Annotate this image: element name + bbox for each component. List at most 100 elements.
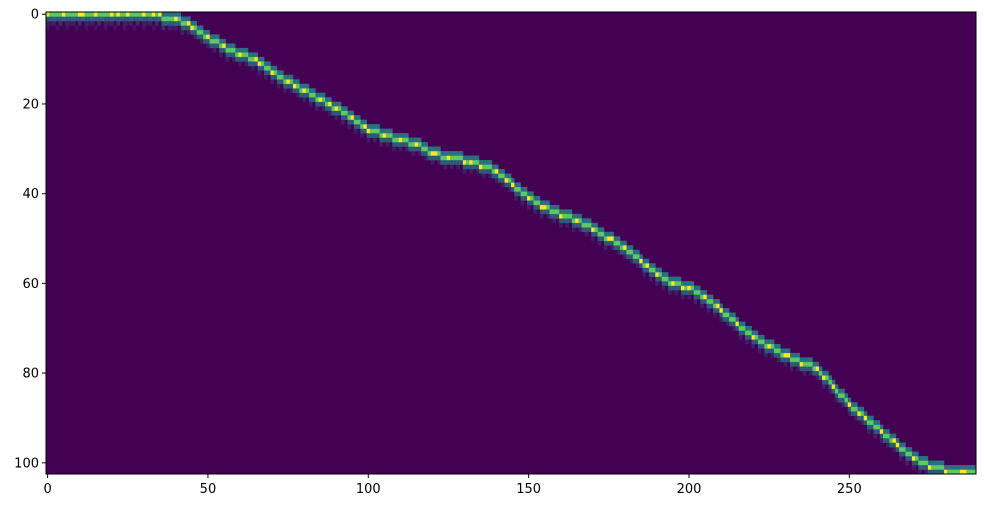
heatmap-peak-cell — [530, 195, 534, 201]
heatmap-spread-cell — [559, 222, 563, 228]
heatmap-peak-cell — [360, 124, 364, 129]
heatmap-spread-cell — [706, 308, 711, 313]
heatmap-neighbor-cell — [735, 317, 739, 322]
heatmap-neighbor-cell — [543, 200, 547, 206]
heatmap-peak-cell — [52, 12, 56, 17]
heatmap-peak-cell — [222, 43, 226, 49]
heatmap-neighbor-cell — [135, 16, 140, 22]
heatmap-peak-cell — [87, 12, 92, 17]
heatmap-peak-cell — [312, 92, 316, 98]
heatmap-spread-cell — [193, 34, 198, 40]
heatmap-spread-cell — [456, 164, 460, 170]
heatmap-spread-cell — [475, 168, 480, 174]
heatmap-peak-cell — [950, 469, 954, 475]
heatmap-peak-cell — [78, 12, 82, 17]
heatmap-neighbor-cell — [501, 177, 505, 183]
heatmap-peak-cell — [395, 137, 400, 143]
heatmap-neighbor-cell — [652, 263, 656, 268]
heatmap-peak-cell — [341, 110, 345, 116]
heatmap-neighbor-cell — [276, 79, 281, 85]
heatmap-spread-cell — [610, 245, 614, 251]
heatmap-neighbor-cell — [212, 34, 217, 40]
heatmap-peak-cell — [883, 433, 887, 439]
heatmap-neighbor-cell — [931, 469, 935, 475]
heatmap-neighbor-cell — [328, 106, 332, 111]
heatmap-spread-cell — [482, 173, 486, 179]
heatmap-spread-cell — [321, 106, 326, 111]
heatmap-neighbor-cell — [568, 209, 573, 215]
heatmap-peak-cell — [401, 137, 406, 143]
heatmap-spread-cell — [187, 29, 191, 35]
heatmap-peak-cell — [915, 456, 919, 461]
heatmap-neighbor-cell — [834, 393, 839, 399]
heatmap-neighbor-cell — [450, 160, 454, 165]
heatmap-neighbor-cell — [927, 460, 932, 466]
heatmap-neighbor-cell — [222, 47, 226, 53]
heatmap-peak-cell — [828, 379, 832, 385]
y-tick-label: 40 — [22, 187, 39, 202]
heatmap-spread-cell — [90, 20, 95, 26]
heatmap-peak-cell — [802, 361, 807, 367]
heatmap-neighbor-cell — [924, 465, 929, 470]
heatmap-peak-cell — [501, 173, 505, 179]
heatmap-spread-cell — [642, 272, 646, 277]
heatmap-neighbor-cell — [312, 97, 316, 103]
heatmap-neighbor-cell — [671, 285, 675, 291]
heatmap-peak-cell — [106, 12, 111, 17]
heatmap-neighbor-cell — [870, 415, 874, 421]
heatmap-peak-cell — [122, 12, 127, 17]
heatmap-neighbor-cell — [228, 52, 233, 58]
x-tick-label: 200 — [677, 482, 702, 497]
heatmap-peak-cell — [604, 236, 608, 242]
heatmap-spread-cell — [418, 151, 422, 156]
heatmap-neighbor-cell — [806, 357, 810, 363]
heatmap-neighbor-cell — [360, 119, 364, 125]
heatmap-spread-cell — [328, 110, 332, 116]
heatmap-peak-cell — [956, 469, 961, 475]
heatmap-peak-cell — [690, 285, 695, 291]
heatmap-neighbor-cell — [347, 110, 351, 116]
heatmap-neighbor-cell — [777, 343, 781, 349]
heatmap-neighbor-cell — [818, 366, 823, 372]
heatmap-peak-cell — [129, 12, 133, 17]
heatmap-peak-cell — [568, 213, 573, 219]
heatmap-haze-cell — [126, 20, 130, 26]
heatmap-peak-cell — [626, 249, 630, 255]
heatmap-neighbor-cell — [78, 16, 82, 22]
heatmap-peak-cell — [748, 330, 752, 336]
heatmap-neighbor-cell — [886, 429, 890, 434]
heatmap-spread-cell — [232, 56, 236, 62]
heatmap-neighbor-cell — [883, 429, 887, 434]
heatmap-neighbor-cell — [732, 321, 736, 327]
heatmap-peak-cell — [81, 12, 85, 17]
heatmap-peak-cell — [491, 168, 496, 174]
heatmap-peak-cell — [822, 375, 826, 381]
heatmap-neighbor-cell — [937, 469, 942, 475]
heatmap-peak-cell — [745, 330, 749, 336]
heatmap-neighbor-cell — [575, 222, 579, 228]
heatmap-neighbor-cell — [177, 20, 181, 26]
heatmap-spread-cell — [693, 299, 698, 304]
heatmap-spread-cell — [866, 429, 871, 434]
heatmap-neighbor-cell — [591, 231, 595, 237]
heatmap-neighbor-cell — [623, 249, 627, 255]
heatmap-spread-cell — [809, 370, 813, 376]
heatmap-neighbor-cell — [478, 168, 483, 174]
heatmap-peak-cell — [212, 38, 217, 44]
heatmap-peak-cell — [446, 155, 451, 161]
heatmap-peak-cell — [713, 303, 717, 309]
heatmap-neighbor-cell — [677, 276, 682, 282]
heatmap-neighbor-cell — [315, 92, 319, 98]
heatmap-spread-cell — [777, 357, 781, 363]
heatmap-peak-cell — [825, 375, 829, 381]
heatmap-peak-cell — [382, 133, 387, 138]
heatmap-peak-cell — [838, 393, 842, 399]
heatmap-neighbor-cell — [745, 334, 749, 340]
heatmap-spread-cell — [379, 142, 384, 147]
heatmap-neighbor-cell — [126, 16, 130, 22]
heatmap-neighbor-cell — [786, 357, 791, 363]
heatmap-peak-cell — [947, 469, 951, 475]
heatmap-haze-cell — [161, 25, 165, 31]
heatmap-peak-cell — [257, 61, 262, 67]
heatmap-peak-cell — [90, 12, 95, 17]
